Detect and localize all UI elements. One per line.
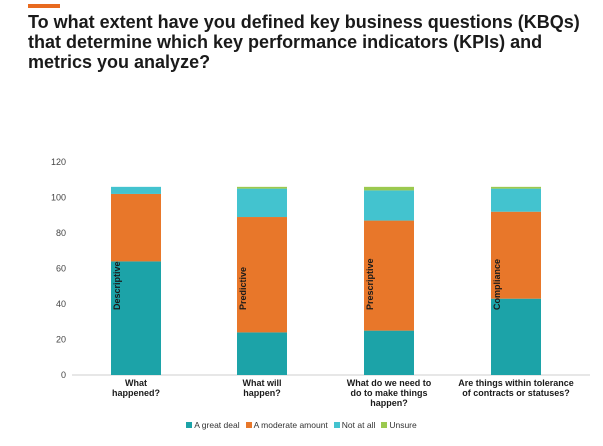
bar-segment — [237, 188, 287, 218]
legend-swatch — [333, 422, 340, 428]
y-tick-label: 100 — [51, 193, 66, 203]
chart-title: To what extent have you defined key busi… — [28, 12, 580, 72]
accent-bar — [28, 4, 60, 8]
bar-segment — [111, 193, 161, 262]
y-tick-label: 20 — [56, 335, 66, 345]
legend-label: Not at all — [341, 420, 376, 430]
bar-label: Predictive — [238, 267, 248, 310]
bar-label: Compliance — [492, 259, 502, 310]
category-label: What do we need to — [347, 378, 432, 388]
category-label: do to make things — [350, 388, 427, 398]
y-tick-label: 60 — [56, 264, 66, 274]
chart-legend: A great deal A moderate amount Not at all U… — [0, 420, 603, 430]
legend-item: A great deal — [186, 420, 240, 430]
category-label: happened? — [112, 388, 160, 398]
legend-swatch — [381, 422, 388, 428]
category-label: Are things within tolerance — [458, 378, 574, 388]
category-label: What will — [243, 378, 282, 388]
legend-swatch — [245, 422, 252, 428]
bar-segment — [237, 332, 287, 375]
bar-segment — [364, 190, 414, 221]
y-tick-label: 80 — [56, 228, 66, 238]
bar-segment — [491, 188, 541, 212]
bar-segment — [364, 330, 414, 375]
legend-label: A moderate amount — [253, 420, 328, 430]
legend-item: Unsure — [381, 420, 417, 430]
y-tick-label: 40 — [56, 299, 66, 309]
bar-segment — [111, 261, 161, 375]
category-label: of contracts or statuses? — [462, 388, 570, 398]
category-label: happen? — [370, 398, 408, 408]
bar-label: Prescriptive — [365, 258, 375, 310]
bar-segment — [364, 220, 414, 331]
legend-item: A moderate amount — [245, 420, 328, 430]
legend-label: A great deal — [194, 420, 240, 430]
legend-item: Not at all — [333, 420, 376, 430]
legend-label: Unsure — [389, 420, 417, 430]
bar-segment — [111, 186, 161, 194]
category-label: happen? — [243, 388, 281, 398]
bar-segment — [491, 186, 541, 189]
y-tick-label: 0 — [61, 370, 66, 380]
bar-segment — [491, 298, 541, 375]
bar-segment — [491, 211, 541, 299]
bar-label: Descriptive — [112, 261, 122, 310]
bar-segment — [364, 186, 414, 191]
legend-swatch — [186, 422, 193, 428]
bar-segment — [237, 186, 287, 189]
bar-segment — [237, 217, 287, 333]
category-label: What — [125, 378, 147, 388]
y-tick-label: 120 — [51, 157, 66, 167]
